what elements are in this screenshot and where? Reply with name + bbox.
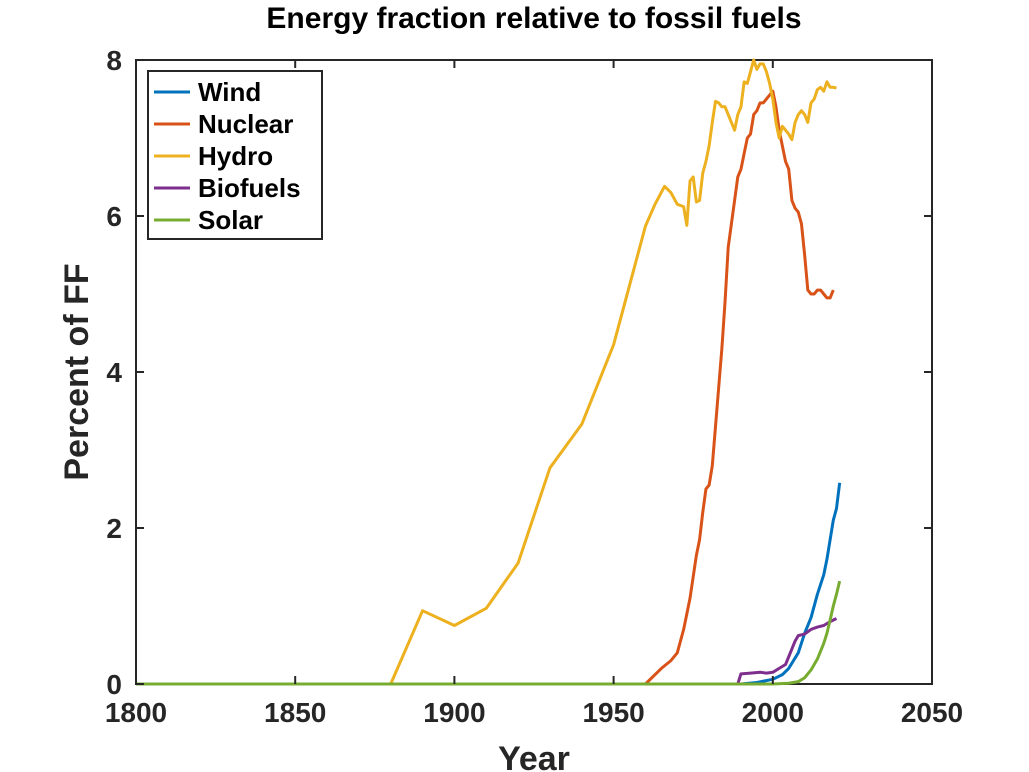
legend-label-solar: Solar <box>198 205 263 235</box>
series-line-hydro <box>136 58 837 686</box>
series-line-solar <box>136 580 842 686</box>
legend-label-wind: Wind <box>198 77 261 107</box>
x-tick-label: 1900 <box>423 697 485 728</box>
y-tick-label: 8 <box>106 45 122 76</box>
series-line-biofuels <box>136 617 838 686</box>
series-line-wind <box>136 482 842 686</box>
x-tick-label: 1800 <box>105 697 167 728</box>
chart-title: Energy fraction relative to fossil fuels <box>266 2 801 35</box>
series-line-nuclear <box>136 89 835 686</box>
y-axis-label: Percent of FF <box>58 263 96 480</box>
x-axis-label: Year <box>498 740 570 772</box>
x-tick-label: 2000 <box>742 697 804 728</box>
legend-label-biofuels: Biofuels <box>198 173 301 203</box>
y-tick-label: 6 <box>106 201 122 232</box>
x-tick-label: 1950 <box>582 697 644 728</box>
y-tick-label: 2 <box>106 513 122 544</box>
y-tick-label: 4 <box>106 357 122 388</box>
y-tick-label: 0 <box>106 669 122 700</box>
x-tick-label: 1850 <box>264 697 326 728</box>
legend-label-hydro: Hydro <box>198 141 273 171</box>
series-layer <box>136 58 842 686</box>
tick-layer: 1800 1850 1900 1950 2000 2050 0 2 4 6 8 <box>105 45 963 728</box>
legend-label-nuclear: Nuclear <box>198 109 293 139</box>
x-tick-label: 2050 <box>901 697 963 728</box>
